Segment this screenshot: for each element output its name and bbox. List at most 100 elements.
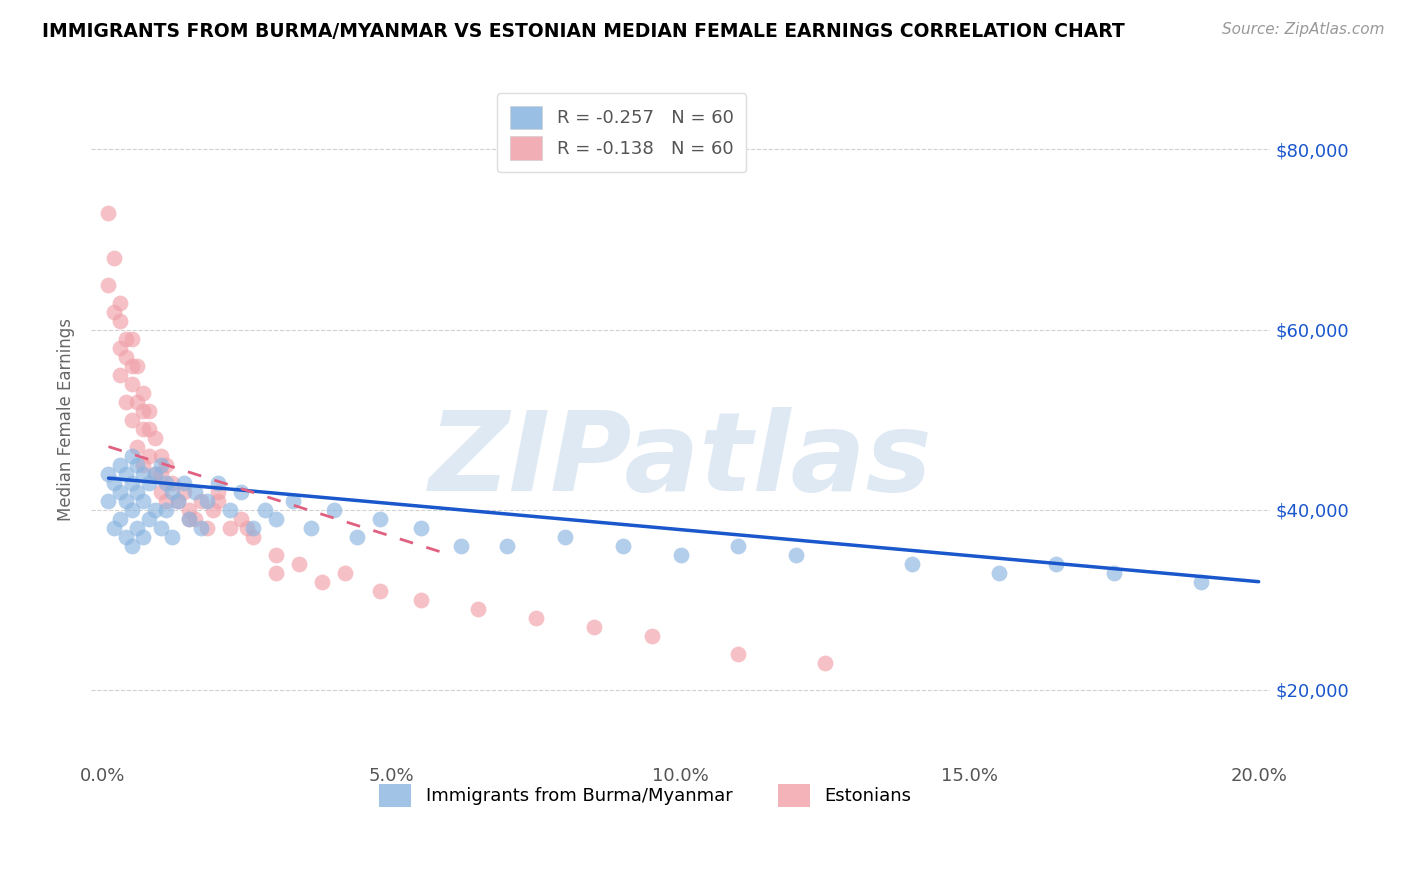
Point [132, 493, 155, 508]
Point [155, 458, 177, 472]
Point [149, 449, 172, 463]
Point [127, 458, 149, 472]
Point [242, 530, 264, 544]
Point [127, 484, 149, 499]
Legend: Immigrants from Burma/Myanmar, Estonians: Immigrants from Burma/Myanmar, Estonians [371, 777, 920, 814]
Point [264, 511, 287, 525]
Point [179, 502, 201, 516]
Point [103, 304, 125, 318]
Point [138, 511, 160, 525]
Point [127, 394, 149, 409]
Point [108, 484, 131, 499]
Point [138, 403, 160, 417]
Point [218, 502, 240, 516]
Point [155, 475, 177, 490]
Point [231, 511, 253, 525]
Y-axis label: Median Female Earnings: Median Female Earnings [58, 318, 75, 521]
Point [311, 574, 333, 589]
Point [121, 502, 143, 516]
Point [409, 592, 432, 607]
Point [155, 493, 177, 508]
Point [173, 475, 195, 490]
Point [97, 493, 120, 508]
Point [121, 359, 143, 373]
Point [108, 458, 131, 472]
Point [132, 467, 155, 481]
Point [496, 539, 519, 553]
Point [114, 467, 136, 481]
Point [231, 484, 253, 499]
Point [132, 385, 155, 400]
Point [103, 251, 125, 265]
Point [335, 566, 357, 580]
Point [288, 557, 311, 571]
Point [108, 368, 131, 382]
Point [143, 467, 166, 481]
Point [121, 449, 143, 463]
Text: IMMIGRANTS FROM BURMA/MYANMAR VS ESTONIAN MEDIAN FEMALE EARNINGS CORRELATION CHA: IMMIGRANTS FROM BURMA/MYANMAR VS ESTONIA… [42, 22, 1125, 41]
Point [987, 566, 1010, 580]
Point [641, 629, 664, 643]
Text: Source: ZipAtlas.com: Source: ZipAtlas.com [1222, 22, 1385, 37]
Point [160, 484, 183, 499]
Point [582, 620, 605, 634]
Point [121, 412, 143, 426]
Point [160, 530, 183, 544]
Point [108, 295, 131, 310]
Point [132, 530, 155, 544]
Point [149, 458, 172, 472]
Point [108, 313, 131, 327]
Point [132, 422, 155, 436]
Point [195, 493, 218, 508]
Point [108, 341, 131, 355]
Point [201, 502, 224, 516]
Point [218, 521, 240, 535]
Point [299, 521, 322, 535]
Point [785, 548, 807, 562]
Point [160, 475, 183, 490]
Point [179, 511, 201, 525]
Point [97, 467, 120, 481]
Point [127, 359, 149, 373]
Point [1189, 574, 1212, 589]
Point [184, 484, 207, 499]
Point [207, 493, 229, 508]
Point [103, 521, 125, 535]
Point [190, 493, 212, 508]
Point [467, 601, 489, 615]
Point [1102, 566, 1125, 580]
Point [103, 475, 125, 490]
Point [814, 656, 837, 670]
Point [409, 521, 432, 535]
Text: ZIPatlas: ZIPatlas [429, 407, 932, 514]
Point [179, 511, 201, 525]
Point [236, 521, 259, 535]
Point [132, 458, 155, 472]
Point [114, 350, 136, 364]
Point [322, 502, 344, 516]
Point [253, 502, 276, 516]
Point [554, 530, 576, 544]
Point [127, 440, 149, 454]
Point [184, 511, 207, 525]
Point [114, 394, 136, 409]
Point [149, 484, 172, 499]
Point [901, 557, 924, 571]
Point [368, 583, 391, 598]
Point [727, 647, 749, 661]
Point [524, 610, 547, 624]
Point [143, 431, 166, 445]
Point [108, 511, 131, 525]
Point [727, 539, 749, 553]
Point [166, 493, 188, 508]
Point [264, 548, 287, 562]
Point [97, 277, 120, 292]
Point [132, 403, 155, 417]
Point [195, 521, 218, 535]
Point [1045, 557, 1067, 571]
Point [121, 376, 143, 391]
Point [207, 475, 229, 490]
Point [143, 467, 166, 481]
Point [138, 449, 160, 463]
Point [669, 548, 692, 562]
